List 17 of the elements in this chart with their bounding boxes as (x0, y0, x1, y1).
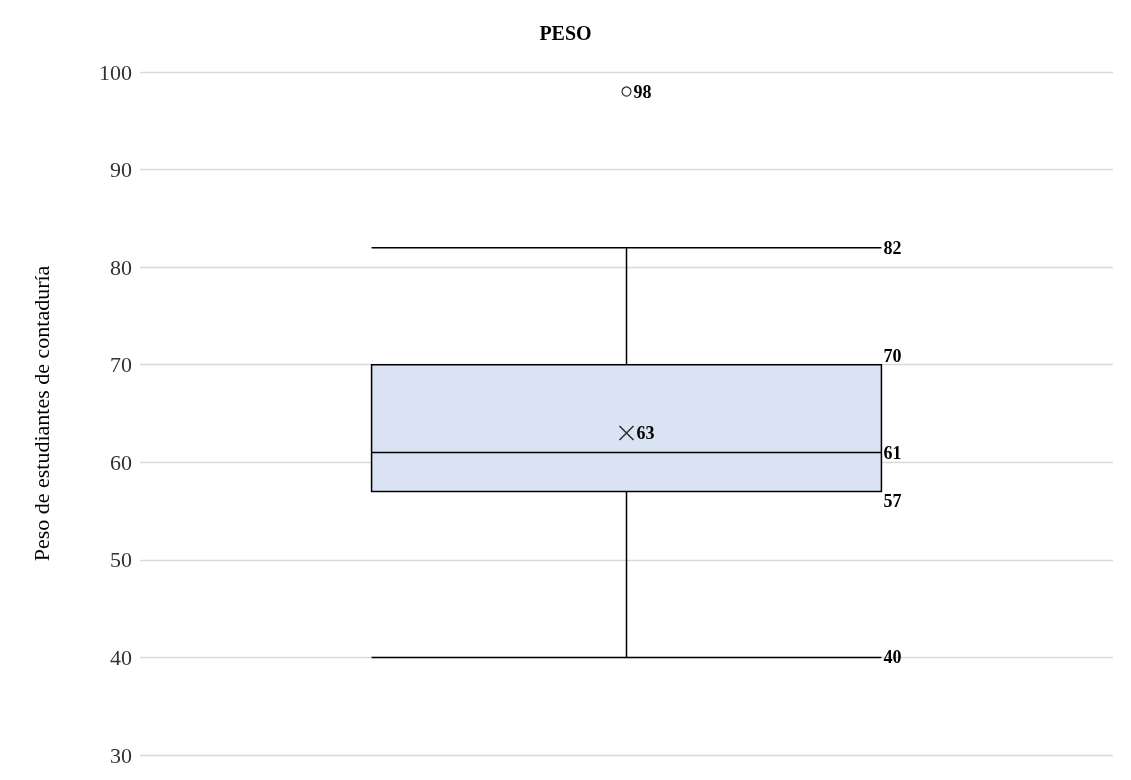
annotation: 40 (883, 647, 902, 668)
y-tick-label: 60 (110, 449, 132, 475)
annotation: 98 (633, 81, 652, 102)
y-axis-title: Peso de estudiantes de contaduría (28, 265, 54, 562)
y-tick-label: 80 (110, 254, 132, 280)
annotation: 63 (636, 423, 655, 444)
chart-title: PESO (539, 22, 592, 44)
annotation: 57 (883, 490, 902, 511)
y-tick-label: 70 (110, 352, 132, 378)
y-tick-label: 90 (110, 157, 132, 183)
y-tick-label: 40 (110, 644, 132, 670)
y-tick-label: 30 (110, 742, 132, 768)
y-tick-label: 50 (110, 547, 132, 573)
annotation: 70 (883, 345, 902, 366)
annotation: 61 (883, 442, 902, 463)
y-tick-label: 100 (99, 59, 132, 85)
annotation: 82 (883, 237, 902, 258)
